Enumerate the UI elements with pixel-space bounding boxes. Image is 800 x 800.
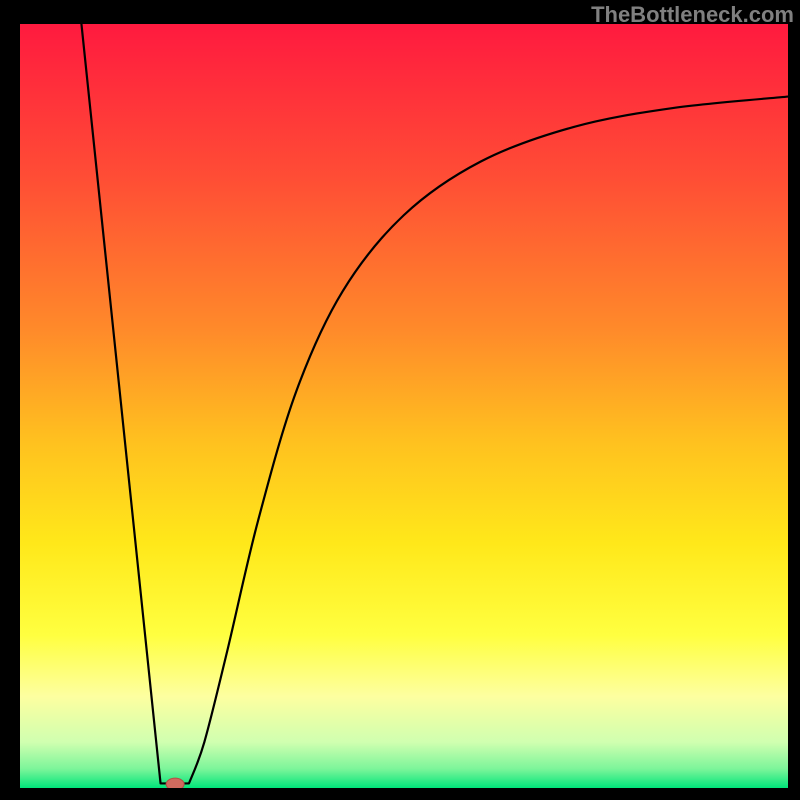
plot-background-gradient	[20, 24, 788, 788]
bottleneck-chart	[0, 0, 800, 800]
watermark-text: TheBottleneck.com	[591, 2, 794, 28]
chart-container: TheBottleneck.com	[0, 0, 800, 800]
